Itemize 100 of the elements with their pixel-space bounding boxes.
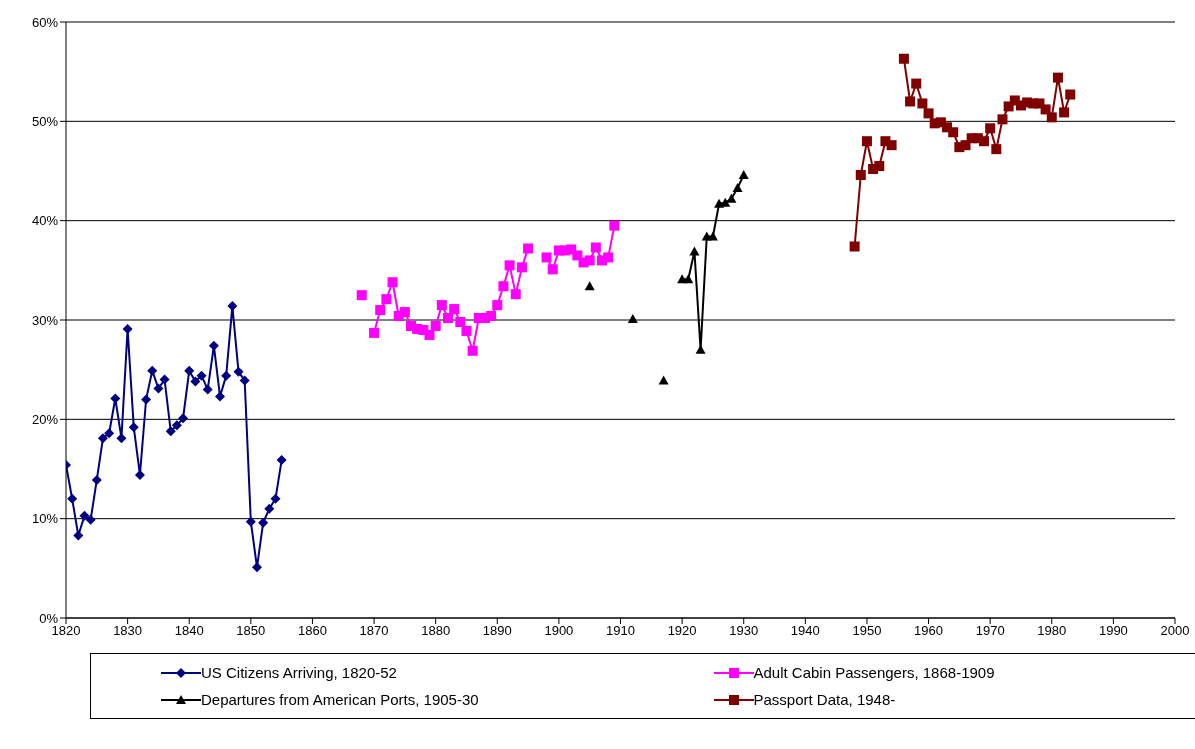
point: [190, 376, 201, 387]
y-tick-label: 20%: [31, 411, 59, 427]
point: [73, 530, 84, 541]
point: [590, 242, 601, 253]
point: [991, 144, 1002, 155]
point: [523, 243, 534, 254]
point: [153, 383, 164, 394]
point: [381, 294, 392, 305]
point: [510, 289, 521, 300]
point: [147, 365, 158, 376]
point: [239, 375, 250, 386]
point: [726, 193, 737, 203]
y-tick-label: 50%: [31, 113, 59, 129]
point: [221, 370, 232, 381]
point: [387, 277, 398, 288]
legend-label: Passport Data, 1948-: [753, 691, 896, 708]
legend-label: Departures from American Ports, 1905-30: [201, 691, 479, 708]
point: [492, 300, 503, 311]
point: [923, 108, 934, 119]
point: [449, 304, 460, 315]
point: [276, 455, 287, 466]
point: [874, 161, 885, 172]
point: [424, 329, 435, 340]
point: [79, 510, 90, 521]
y-tick-label: 30%: [31, 312, 59, 328]
point: [122, 323, 133, 334]
x-tick-label: 1880: [421, 623, 451, 639]
point: [264, 503, 275, 514]
point: [1052, 72, 1063, 83]
y-tick-label: 0%: [39, 610, 59, 626]
point: [985, 123, 996, 134]
x-tick-label: 1920: [667, 623, 697, 639]
point: [541, 252, 552, 263]
point: [233, 366, 244, 377]
point: [917, 98, 928, 109]
point: [399, 307, 410, 318]
point: [184, 365, 195, 376]
point: [738, 169, 749, 179]
point: [85, 514, 96, 525]
x-tick-label: 1940: [790, 623, 820, 639]
point: [165, 426, 176, 437]
point: [436, 300, 447, 311]
legend-label: Adult Cabin Passengers, 1868-1909: [753, 664, 995, 681]
point: [356, 290, 367, 301]
point: [547, 264, 558, 275]
point: [202, 384, 213, 395]
point: [849, 241, 860, 252]
point: [215, 391, 226, 402]
point: [855, 169, 866, 180]
point: [67, 493, 78, 504]
x-tick-label: 1980: [1037, 623, 1067, 639]
point: [141, 394, 152, 405]
point: [886, 140, 897, 151]
x-tick-label: 1990: [1098, 623, 1128, 639]
point: [498, 281, 509, 292]
point: [270, 493, 281, 504]
point: [251, 562, 262, 573]
x-tick-label: 1960: [914, 623, 944, 639]
point: [97, 433, 108, 444]
legend-label: US Citizens Arriving, 1820-52: [201, 664, 397, 681]
point: [911, 78, 922, 89]
point: [208, 340, 219, 351]
point: [516, 262, 527, 273]
point: [91, 474, 102, 485]
x-tick-label: 1850: [236, 623, 266, 639]
point: [584, 281, 595, 291]
point: [609, 220, 620, 231]
point: [159, 374, 170, 385]
x-tick-label: 1870: [359, 623, 389, 639]
y-tick-label: 40%: [31, 213, 59, 229]
x-tick-label: 1970: [975, 623, 1005, 639]
point: [430, 320, 441, 331]
y-tick-label: 60%: [31, 14, 59, 30]
x-tick-label: 1910: [606, 623, 635, 639]
point: [442, 313, 453, 324]
point: [898, 53, 909, 64]
point: [178, 413, 189, 424]
x-tick-label: 1840: [174, 623, 204, 639]
x-tick-label: 1830: [113, 623, 143, 639]
point: [603, 252, 614, 263]
point: [905, 96, 916, 107]
x-tick-label: 1890: [482, 623, 512, 639]
point: [997, 114, 1008, 125]
x-tick-label: 1820: [51, 623, 81, 639]
point: [504, 260, 515, 271]
point: [369, 327, 380, 338]
point: [104, 428, 115, 439]
point: [979, 136, 990, 147]
point: [1065, 89, 1076, 100]
point: [171, 420, 182, 431]
x-tick-label: 2000: [1160, 623, 1190, 639]
x-tick-label: 1900: [544, 623, 574, 639]
point: [461, 325, 472, 336]
point: [1046, 112, 1057, 123]
point: [861, 136, 872, 147]
point: [116, 433, 127, 444]
point: [572, 250, 583, 261]
point: [196, 370, 207, 381]
point: [467, 345, 478, 356]
point: [375, 305, 386, 316]
